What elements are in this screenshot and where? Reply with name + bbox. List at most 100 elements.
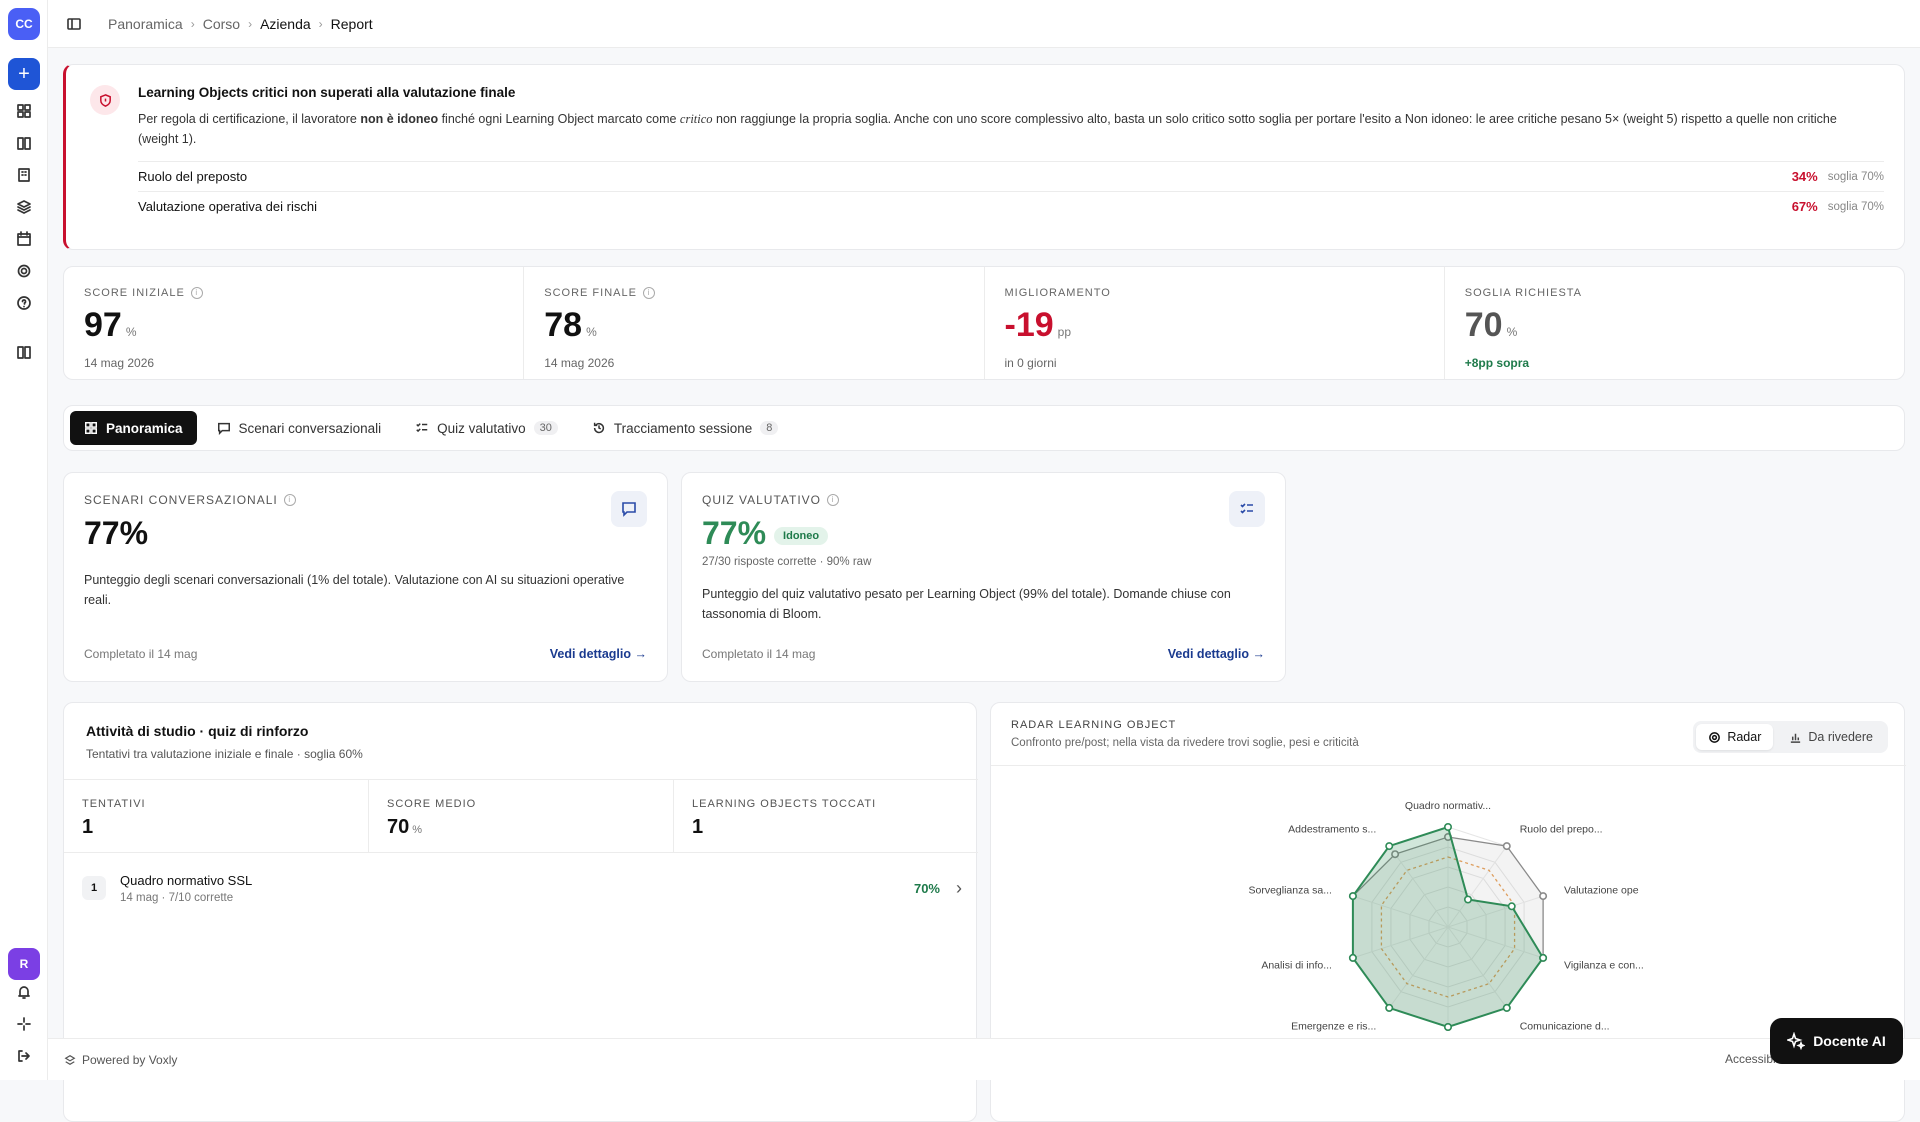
radar-axis-label: Addestramento s...: [1288, 823, 1376, 835]
radar-threshold: [1380, 856, 1516, 998]
item-title: Quadro normativo SSL: [120, 872, 253, 888]
radar-spoke: [1447, 926, 1544, 959]
critical-row-pct: 34%: [1791, 169, 1818, 184]
breadcrumb-azienda[interactable]: Azienda: [260, 15, 311, 32]
scenari-desc: Punteggio degli scenari conversazionali …: [84, 573, 625, 607]
item-number: 1: [82, 876, 106, 900]
radar-label: RADAR LEARNING OBJECT: [1011, 719, 1177, 731]
radar-icon: [1709, 731, 1721, 743]
tab-panoramica[interactable]: Panoramica: [70, 411, 197, 445]
card-label: SCENARI CONVERSAZIONALI: [84, 493, 278, 507]
kpi-value: 97%: [84, 306, 137, 344]
scenari-completed: Completato il 14 mag: [84, 647, 198, 661]
breadcrumb-corso[interactable]: Corso: [202, 15, 241, 32]
sparkle-icon[interactable]: [14, 1014, 34, 1034]
study-stats: TENTATIVI 1 SCORE MEDIO 70% LEARNING OBJEC…: [64, 779, 978, 853]
radar-spoke: [1447, 926, 1508, 1009]
radar-subtitle: Confronto pre/post; nella vista da rived…: [1011, 737, 1359, 749]
radar-point: [1463, 895, 1472, 904]
tab-tracciamento[interactable]: Tracciamento sessione 8: [578, 411, 792, 445]
docs-icon[interactable]: [14, 342, 34, 362]
view-toggle: Radar Da rivedere: [1693, 721, 1888, 753]
chevron-right-icon: ›: [318, 16, 323, 31]
toggle-radar[interactable]: Radar: [1696, 724, 1774, 750]
kpi-label: SOGLIA RICHIESTA: [1464, 287, 1583, 299]
logout-icon[interactable]: [14, 1046, 34, 1066]
layers-icon[interactable]: [14, 197, 34, 217]
breadcrumb-report: Report: [330, 15, 373, 32]
kpi-value: 70%: [1464, 306, 1518, 344]
radar-spoke: [1447, 845, 1508, 928]
kpi-sub: 14 mag 2026: [84, 356, 155, 370]
radar-axis-label: Sorveglianza sa...: [1249, 884, 1332, 896]
add-button[interactable]: +: [8, 58, 40, 90]
scenari-detail-link[interactable]: Vedi dettaglio →: [549, 647, 647, 661]
tab-count: 8: [760, 421, 779, 435]
bar-chart-icon: [1791, 733, 1801, 743]
workspace-avatar[interactable]: CC: [8, 8, 40, 40]
book-icon[interactable]: [14, 133, 34, 153]
calendar-icon[interactable]: [14, 229, 34, 249]
quiz-score: 77% Idoneo: [702, 515, 1265, 552]
breadcrumb-panoramica[interactable]: Panoramica: [108, 15, 183, 32]
bell-icon[interactable]: [14, 982, 34, 1002]
kpi-value: -19 pp: [1004, 306, 1072, 344]
idoneo-badge: Idoneo: [774, 526, 829, 545]
radar-point: [1385, 1003, 1394, 1012]
radar-point: [1539, 892, 1548, 901]
critical-row-name: Valutazione operativa dei rischi: [138, 199, 317, 214]
grid-icon: [85, 422, 97, 434]
radar-spoke: [1388, 926, 1449, 1009]
info-icon[interactable]: i: [827, 494, 840, 506]
item-pct: 70%: [913, 880, 940, 896]
radar-spoke: [1352, 895, 1449, 928]
list-item[interactable]: 1 Quadro normativo SSL 14 mag · 7/10 corr…: [82, 869, 962, 907]
kpi-label: SCORE INIZIALE: [84, 287, 185, 299]
docente-ai-button[interactable]: Docente AI: [1770, 1018, 1903, 1064]
chat-icon: [611, 491, 647, 527]
kpi-score-iniziale: SCORE INIZIALE i 97% 14 mag 2026: [64, 267, 525, 379]
top-bar: Panoramica › Corso › Azienda › Report: [48, 0, 1920, 48]
kpi-strip: SCORE INIZIALE i 97% 14 mag 2026 SCORE FI…: [63, 266, 1905, 380]
history-icon: [593, 422, 605, 434]
tab-label: Scenari conversazionali: [238, 420, 382, 436]
info-icon[interactable]: i: [283, 494, 296, 506]
dashboard-icon[interactable]: [14, 101, 34, 121]
quiz-card: QUIZ VALUTATIVO i 77% Idoneo 27/30 rispost…: [681, 472, 1286, 682]
radar-axis-label: Valutazione ope: [1564, 884, 1639, 896]
radar-point: [1502, 842, 1511, 851]
radar-point: [1385, 842, 1394, 851]
chat-icon: [217, 422, 230, 435]
critical-row: Ruolo del preposto 34% soglia 70%: [138, 161, 1884, 191]
toggle-da-rivedere[interactable]: Da rivedere: [1777, 724, 1885, 750]
kpi-sub: in 0 giorni: [1004, 356, 1057, 370]
building-icon[interactable]: [14, 165, 34, 185]
radar-axis-label: Ruolo del prepo...: [1520, 823, 1603, 835]
study-title: Attività di studio · quiz di rinforzo: [86, 723, 309, 739]
checklist-icon: [1229, 491, 1265, 527]
kpi-label: MIGLIORAMENTO: [1004, 287, 1111, 299]
radar-point: [1348, 892, 1357, 901]
tab-scenari[interactable]: Scenari conversazionali: [203, 411, 396, 445]
sidebar-toggle-icon[interactable]: [66, 16, 82, 32]
help-icon[interactable]: [14, 293, 34, 313]
radar-point: [1539, 953, 1548, 962]
user-avatar[interactable]: R: [8, 948, 40, 980]
critical-alert: Learning Objects critici non superati al…: [63, 64, 1905, 250]
kpi-soglia: SOGLIA RICHIESTA 70% +8pp sopra: [1445, 267, 1904, 379]
study-subtitle: Tentativi tra valutazione iniziale e fin…: [86, 747, 363, 761]
radar-point: [1507, 902, 1516, 911]
powered-by: Powered by Voxly: [82, 1052, 178, 1067]
info-icon[interactable]: i: [642, 287, 655, 299]
alert-text: Per regola di certificazione, il lavorat…: [138, 112, 1837, 146]
tab-label: Tracciamento sessione: [613, 420, 753, 436]
quiz-desc: Punteggio del quiz valutativo pesato per…: [702, 587, 1231, 621]
info-icon[interactable]: i: [190, 287, 203, 299]
radar-axis-label: Vigilanza e con...: [1564, 960, 1644, 972]
kpi-sub: +8pp sopra: [1464, 356, 1530, 370]
tab-quiz[interactable]: Quiz valutativo 30: [401, 411, 572, 445]
quiz-detail-link[interactable]: Vedi dettaglio →: [1167, 647, 1265, 661]
gear-icon[interactable]: [14, 261, 34, 281]
critical-row-threshold: soglia 70%: [1827, 170, 1884, 183]
critical-row-name: Ruolo del preposto: [138, 169, 248, 184]
